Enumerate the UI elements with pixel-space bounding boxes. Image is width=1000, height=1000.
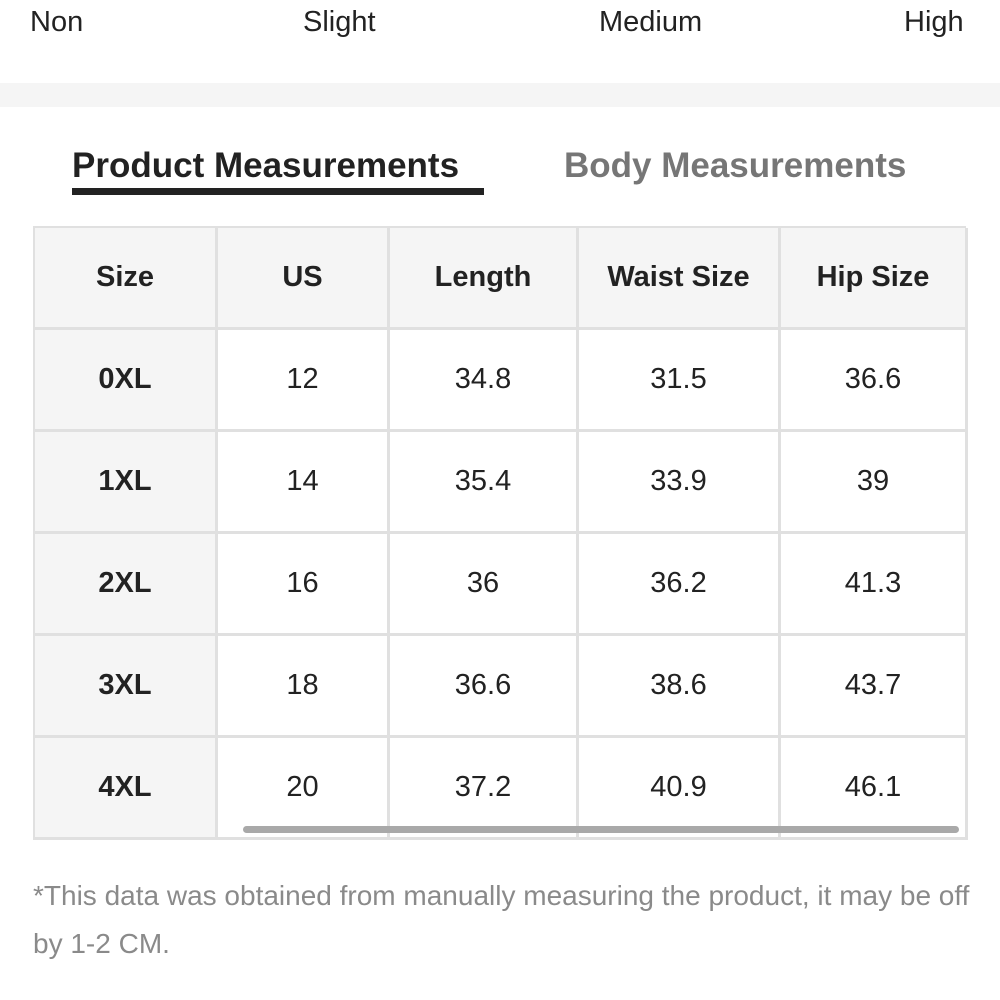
stretch-label: Medium [599, 6, 703, 38]
value-cell: 31.5 [579, 330, 781, 432]
value-cell: 35.4 [390, 432, 579, 534]
value-cell: 46.1 [781, 738, 968, 840]
value-cell: 33.9 [579, 432, 781, 534]
stretch-label: Non [30, 6, 84, 38]
header-cell: Waist Size [579, 228, 781, 330]
value-cell: 37.2 [390, 738, 579, 840]
stretch-label: High [904, 6, 964, 38]
value-cell: 36 [390, 534, 579, 636]
size-cell: 1XL [35, 432, 218, 534]
value-cell: 40.9 [579, 738, 781, 840]
value-cell: 36.2 [579, 534, 781, 636]
value-cell: 14 [218, 432, 390, 534]
value-cell: 38.6 [579, 636, 781, 738]
value-cell: 20 [218, 738, 390, 840]
value-cell: 43.7 [781, 636, 968, 738]
size-cell: 3XL [35, 636, 218, 738]
value-cell: 16 [218, 534, 390, 636]
value-cell: 36.6 [390, 636, 579, 738]
value-cell: 34.8 [390, 330, 579, 432]
value-cell: 36.6 [781, 330, 968, 432]
header-cell: Size [35, 228, 218, 330]
tab-body[interactable]: Body Measurements [564, 146, 907, 185]
size-table: Size US Length Waist Size Hip Size 0XL 12 34.8 3… [33, 226, 968, 840]
size-cell: 4XL [35, 738, 218, 840]
value-cell: 41.3 [781, 534, 968, 636]
scrollbar[interactable] [243, 826, 959, 833]
header-cell: US [218, 228, 390, 330]
value-cell: 12 [218, 330, 390, 432]
stretch-label: Slight [303, 6, 376, 38]
header-cell: Hip Size [781, 228, 968, 330]
size-cell: 2XL [35, 534, 218, 636]
header-cell: Length [390, 228, 579, 330]
tab-product[interactable]: Product Measurements [72, 146, 460, 185]
value-cell: 18 [218, 636, 390, 738]
value-cell: 39 [781, 432, 968, 534]
size-cell: 0XL [35, 330, 218, 432]
separator-band [0, 83, 1000, 107]
footnote: *This data was obtained from manually me… [33, 880, 970, 959]
tab-underline [72, 188, 484, 195]
